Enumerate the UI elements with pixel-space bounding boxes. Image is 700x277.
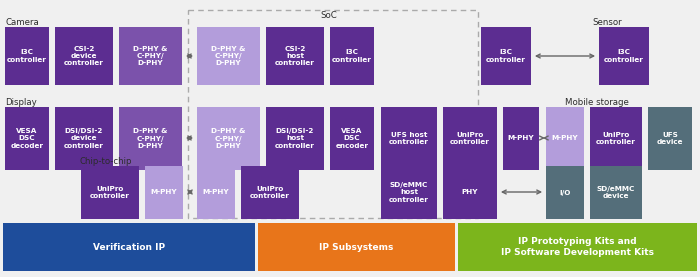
FancyBboxPatch shape — [590, 107, 642, 170]
FancyBboxPatch shape — [443, 166, 497, 219]
Text: SoC: SoC — [320, 11, 337, 20]
Text: UniPro
controller: UniPro controller — [250, 186, 290, 199]
Text: M-PHY: M-PHY — [508, 135, 534, 142]
Text: Mobile storage: Mobile storage — [565, 98, 629, 107]
FancyBboxPatch shape — [197, 27, 260, 85]
Text: M-PHY: M-PHY — [552, 135, 578, 142]
Text: IP Prototyping Kits and
IP Software Development Kits: IP Prototyping Kits and IP Software Deve… — [501, 237, 654, 257]
Text: UFS
device: UFS device — [657, 132, 683, 145]
Text: D-PHY &
C-PHY/
D-PHY: D-PHY & C-PHY/ D-PHY — [133, 128, 168, 149]
FancyBboxPatch shape — [266, 27, 324, 85]
FancyBboxPatch shape — [119, 107, 182, 170]
FancyBboxPatch shape — [503, 107, 539, 170]
FancyBboxPatch shape — [590, 166, 642, 219]
FancyBboxPatch shape — [145, 166, 183, 219]
Text: CSI-2
device
controller: CSI-2 device controller — [64, 46, 104, 66]
FancyBboxPatch shape — [81, 166, 139, 219]
Text: Verification IP: Verification IP — [93, 242, 165, 252]
Text: PHY: PHY — [462, 189, 478, 196]
Text: CSI-2
host
controller: CSI-2 host controller — [275, 46, 315, 66]
Text: UniPro
controller: UniPro controller — [596, 132, 636, 145]
Bar — [258, 223, 455, 271]
FancyBboxPatch shape — [330, 107, 374, 170]
Text: Camera: Camera — [5, 18, 38, 27]
Text: I3C
controller: I3C controller — [332, 49, 372, 63]
Text: IP Subsystems: IP Subsystems — [319, 242, 393, 252]
Text: VESA
DSC
encoder: VESA DSC encoder — [335, 128, 368, 149]
FancyBboxPatch shape — [546, 166, 584, 219]
FancyBboxPatch shape — [648, 107, 692, 170]
Text: Sensor: Sensor — [592, 18, 622, 27]
FancyBboxPatch shape — [599, 27, 649, 85]
Bar — [3, 223, 255, 271]
FancyBboxPatch shape — [197, 107, 260, 170]
FancyBboxPatch shape — [266, 107, 324, 170]
FancyBboxPatch shape — [55, 27, 113, 85]
FancyBboxPatch shape — [381, 107, 437, 170]
Bar — [188, 10, 478, 218]
FancyBboxPatch shape — [443, 107, 497, 170]
FancyBboxPatch shape — [381, 166, 437, 219]
Text: SD/eMMC
host
controller: SD/eMMC host controller — [389, 182, 429, 203]
Text: UniPro
controller: UniPro controller — [450, 132, 490, 145]
FancyBboxPatch shape — [546, 107, 584, 170]
FancyBboxPatch shape — [481, 27, 531, 85]
FancyBboxPatch shape — [241, 166, 299, 219]
Text: I3C
controller: I3C controller — [486, 49, 526, 63]
FancyBboxPatch shape — [197, 166, 235, 219]
Text: M-PHY: M-PHY — [150, 189, 177, 196]
Text: SD/eMMC
device: SD/eMMC device — [597, 186, 635, 199]
Text: D-PHY &
C-PHY/
D-PHY: D-PHY & C-PHY/ D-PHY — [211, 46, 246, 66]
Text: UFS host
controller: UFS host controller — [389, 132, 429, 145]
Text: I3C
controller: I3C controller — [604, 49, 644, 63]
Text: DSI/DSI-2
device
controller: DSI/DSI-2 device controller — [64, 128, 104, 149]
Bar — [458, 223, 697, 271]
Text: I3C
controller: I3C controller — [7, 49, 47, 63]
Text: VESA
DSC
decoder: VESA DSC decoder — [10, 128, 43, 149]
Text: Display: Display — [5, 98, 36, 107]
FancyBboxPatch shape — [5, 27, 49, 85]
Text: Chip-to-chip: Chip-to-chip — [80, 157, 132, 166]
Text: M-PHY: M-PHY — [203, 189, 230, 196]
FancyBboxPatch shape — [55, 107, 113, 170]
Text: D-PHY &
C-PHY/
D-PHY: D-PHY & C-PHY/ D-PHY — [133, 46, 168, 66]
FancyBboxPatch shape — [330, 27, 374, 85]
FancyBboxPatch shape — [5, 107, 49, 170]
FancyBboxPatch shape — [119, 27, 182, 85]
Text: I/O: I/O — [559, 189, 570, 196]
Text: UniPro
controller: UniPro controller — [90, 186, 130, 199]
Text: DSI/DSI-2
host
controller: DSI/DSI-2 host controller — [275, 128, 315, 149]
Text: D-PHY &
C-PHY/
D-PHY: D-PHY & C-PHY/ D-PHY — [211, 128, 246, 149]
